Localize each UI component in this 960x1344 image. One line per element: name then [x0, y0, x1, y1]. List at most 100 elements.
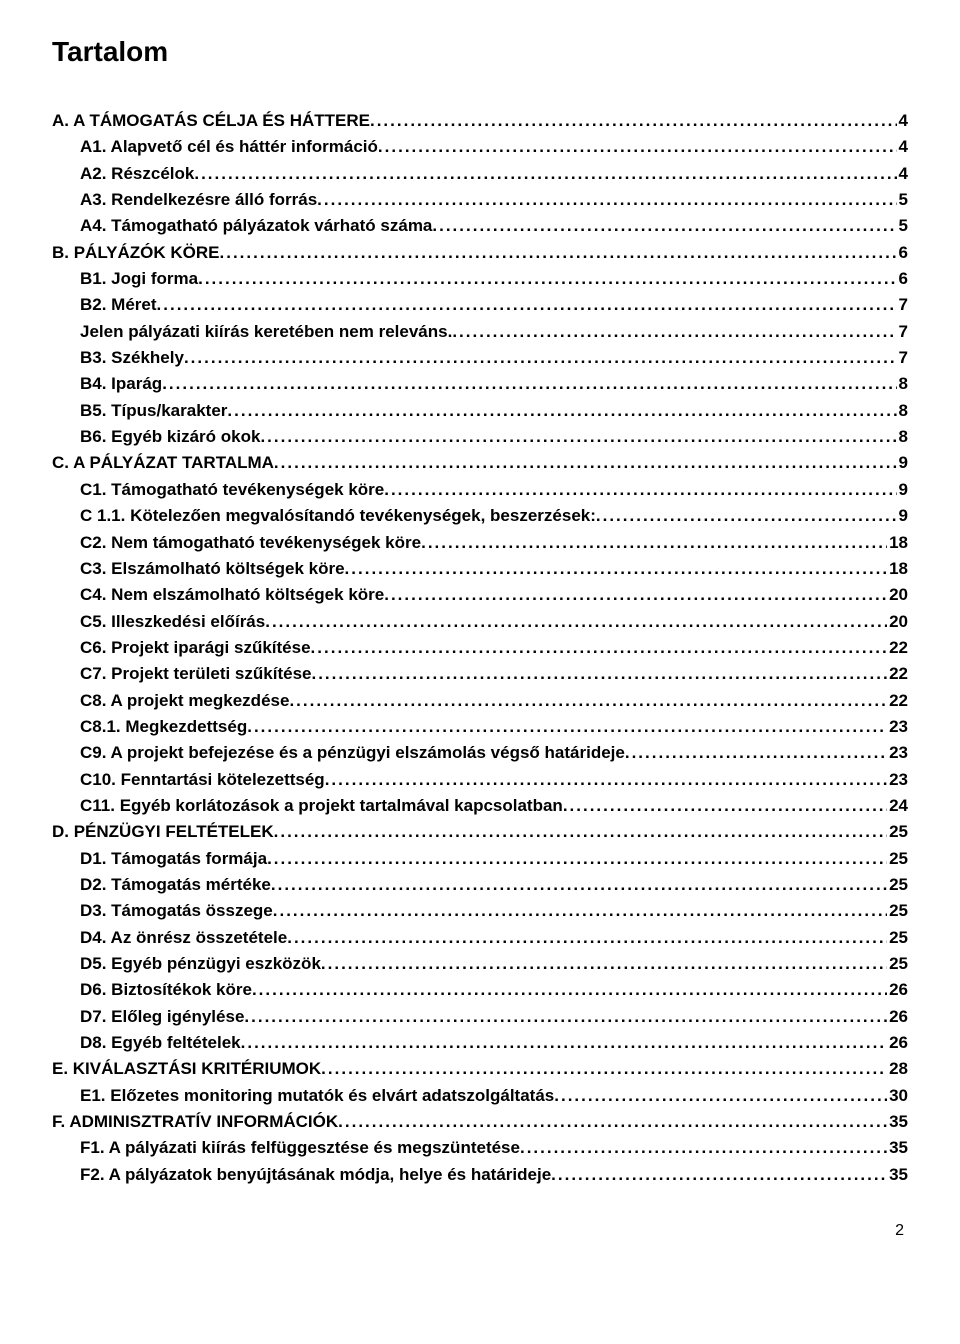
toc-entry-page: 18 — [887, 556, 908, 582]
toc-entry-label: D8. Egyéb feltételek — [80, 1030, 241, 1056]
toc-entry-label: C8. A projekt megkezdése — [80, 688, 289, 714]
toc-dot-leader — [271, 872, 887, 898]
toc-entry-label: C4. Nem elszámolható költségek köre — [80, 582, 384, 608]
toc-entry[interactable]: C7. Projekt területi szűkítése22 — [52, 661, 908, 687]
toc-entry-page: 8 — [897, 398, 908, 424]
toc-entry[interactable]: C10. Fenntartási kötelezettség 23 — [52, 767, 908, 793]
toc-entry[interactable]: E. KIVÁLASZTÁSI KRITÉRIUMOK 28 — [52, 1056, 908, 1082]
toc-entry[interactable]: B. PÁLYÁZÓK KÖRE 6 — [52, 240, 908, 266]
toc-dot-leader — [184, 345, 897, 371]
toc-entry[interactable]: C9. A projekt befejezése és a pénzügyi e… — [52, 740, 908, 766]
toc-entry-page: 28 — [887, 1056, 908, 1082]
toc-dot-leader — [338, 1109, 887, 1135]
toc-entry-page: 25 — [887, 898, 908, 924]
toc-entry[interactable]: B5. Típus/karakter8 — [52, 398, 908, 424]
toc-entry[interactable]: C11. Egyéb korlátozások a projekt tartal… — [52, 793, 908, 819]
toc-entry-page: 5 — [897, 213, 908, 239]
toc-entry[interactable]: C8.1. Megkezdettség 23 — [52, 714, 908, 740]
toc-entry-page: 35 — [887, 1109, 908, 1135]
toc-entry[interactable]: C8. A projekt megkezdése22 — [52, 688, 908, 714]
toc-entry[interactable]: A3. Rendelkezésre álló forrás5 — [52, 187, 908, 213]
toc-entry[interactable]: C3. Elszámolható költségek köre18 — [52, 556, 908, 582]
toc-entry[interactable]: F. ADMINISZTRATÍV INFORMÁCIÓK 35 — [52, 1109, 908, 1135]
toc-entry-label: E. KIVÁLASZTÁSI KRITÉRIUMOK — [52, 1056, 321, 1082]
toc-dot-leader — [273, 898, 887, 924]
toc-entry[interactable]: F1. A pályázati kiírás felfüggesztése és… — [52, 1135, 908, 1161]
toc-entry-label: F2. A pályázatok benyújtásának módja, he… — [80, 1162, 551, 1188]
toc-entry[interactable]: D7. Előleg igénylése 26 — [52, 1004, 908, 1030]
toc-entry[interactable]: B6. Egyéb kizáró okok8 — [52, 424, 908, 450]
toc-entry-label: C1. Támogatható tevékenységek köre — [80, 477, 384, 503]
toc-entry[interactable]: A1. Alapvető cél és háttér információ4 — [52, 134, 908, 160]
toc-entry-page: 5 — [897, 187, 908, 213]
toc-dot-leader — [345, 556, 888, 582]
toc-entry-page: 35 — [887, 1135, 908, 1161]
toc-entry[interactable]: C4. Nem elszámolható költségek köre20 — [52, 582, 908, 608]
toc-entry-label: C11. Egyéb korlátozások a projekt tartal… — [80, 793, 563, 819]
toc-dot-leader — [260, 424, 896, 450]
toc-entry[interactable]: A. A TÁMOGATÁS CÉLJA ÉS HÁTTERE 4 — [52, 108, 908, 134]
toc-entry-page: 6 — [897, 240, 908, 266]
toc-entry-page: 23 — [887, 767, 908, 793]
toc-entry-page: 24 — [887, 793, 908, 819]
toc-entry[interactable]: B3. Székhely7 — [52, 345, 908, 371]
toc-entry-page: 25 — [887, 846, 908, 872]
toc-dot-leader — [551, 1162, 887, 1188]
toc-entry-page: 25 — [887, 951, 908, 977]
toc-entry[interactable]: Jelen pályázati kiírás keretében nem rel… — [52, 319, 908, 345]
toc-entry-page: 26 — [887, 977, 908, 1003]
toc-entry[interactable]: F2. A pályázatok benyújtásának módja, he… — [52, 1162, 908, 1188]
toc-dot-leader — [625, 740, 887, 766]
toc-entry-label: C10. Fenntartási kötelezettség — [80, 767, 325, 793]
toc-entry[interactable]: C2. Nem támogatható tevékenységek köre18 — [52, 530, 908, 556]
toc-entry[interactable]: B1. Jogi forma6 — [52, 266, 908, 292]
toc-dot-leader — [596, 503, 897, 529]
toc-entry-page: 26 — [887, 1030, 908, 1056]
toc-entry-page: 7 — [897, 292, 908, 318]
toc-entry-label: C8.1. Megkezdettség — [80, 714, 247, 740]
toc-entry[interactable]: B4. Iparág8 — [52, 371, 908, 397]
toc-dot-leader — [520, 1135, 887, 1161]
toc-entry-page: 9 — [897, 503, 908, 529]
toc-entry[interactable]: A2. Részcélok4 — [52, 161, 908, 187]
toc-entry-label: Jelen pályázati kiírás keretében nem rel… — [80, 319, 452, 345]
toc-entry[interactable]: D3. Támogatás összege25 — [52, 898, 908, 924]
toc-entry[interactable]: C5. Illeszkedési előírás20 — [52, 609, 908, 635]
toc-entry[interactable]: D2. Támogatás mértéke25 — [52, 872, 908, 898]
toc-dot-leader — [370, 108, 897, 134]
toc-entry-page: 22 — [887, 635, 908, 661]
toc-entry-label: C2. Nem támogatható tevékenységek köre — [80, 530, 421, 556]
toc-entry[interactable]: D1. Támogatás formája25 — [52, 846, 908, 872]
toc-entry[interactable]: D4. Az önrész összetétele25 — [52, 925, 908, 951]
toc-entry[interactable]: A4. Támogatható pályázatok várható száma… — [52, 213, 908, 239]
toc-entry-page: 30 — [887, 1083, 908, 1109]
toc-dot-leader — [227, 398, 896, 424]
toc-entry-page: 26 — [887, 1004, 908, 1030]
toc-entry[interactable]: C 1.1. Kötelezően megvalósítandó tevéken… — [52, 503, 908, 529]
toc-entry-label: D5. Egyéb pénzügyi eszközök — [80, 951, 321, 977]
toc-entry-page: 35 — [887, 1162, 908, 1188]
toc-dot-leader — [244, 1004, 887, 1030]
toc-entry-label: A4. Támogatható pályázatok várható száma — [80, 213, 432, 239]
toc-entry[interactable]: D. PÉNZÜGYI FELTÉTELEK 25 — [52, 819, 908, 845]
toc-entry[interactable]: D8. Egyéb feltételek 26 — [52, 1030, 908, 1056]
toc-entry-label: B4. Iparág — [80, 371, 162, 397]
toc-entry[interactable]: E1. Előzetes monitoring mutatók és elvár… — [52, 1083, 908, 1109]
toc-entry[interactable]: D6. Biztosítékok köre 26 — [52, 977, 908, 1003]
toc-entry-page: 23 — [887, 714, 908, 740]
toc-entry[interactable]: C. A PÁLYÁZAT TARTALMA 9 — [52, 450, 908, 476]
toc-entry[interactable]: B2. Méret7 — [52, 292, 908, 318]
toc-dot-leader — [274, 450, 897, 476]
toc-entry[interactable]: C1. Támogatható tevékenységek köre9 — [52, 477, 908, 503]
toc-dot-leader — [384, 582, 887, 608]
toc-entry[interactable]: C6. Projekt iparági szűkítése 22 — [52, 635, 908, 661]
toc-entry[interactable]: D5. Egyéb pénzügyi eszközök 25 — [52, 951, 908, 977]
toc-entry-label: C5. Illeszkedési előírás — [80, 609, 265, 635]
toc-dot-leader — [247, 714, 887, 740]
toc-entry-label: B3. Székhely — [80, 345, 184, 371]
toc-entry-label: C6. Projekt iparági szűkítése — [80, 635, 311, 661]
toc-entry-page: 4 — [897, 134, 908, 160]
toc-entry-label: D2. Támogatás mértéke — [80, 872, 271, 898]
toc-entry-label: D6. Biztosítékok köre — [80, 977, 252, 1003]
toc-entry-label: D7. Előleg igénylése — [80, 1004, 244, 1030]
